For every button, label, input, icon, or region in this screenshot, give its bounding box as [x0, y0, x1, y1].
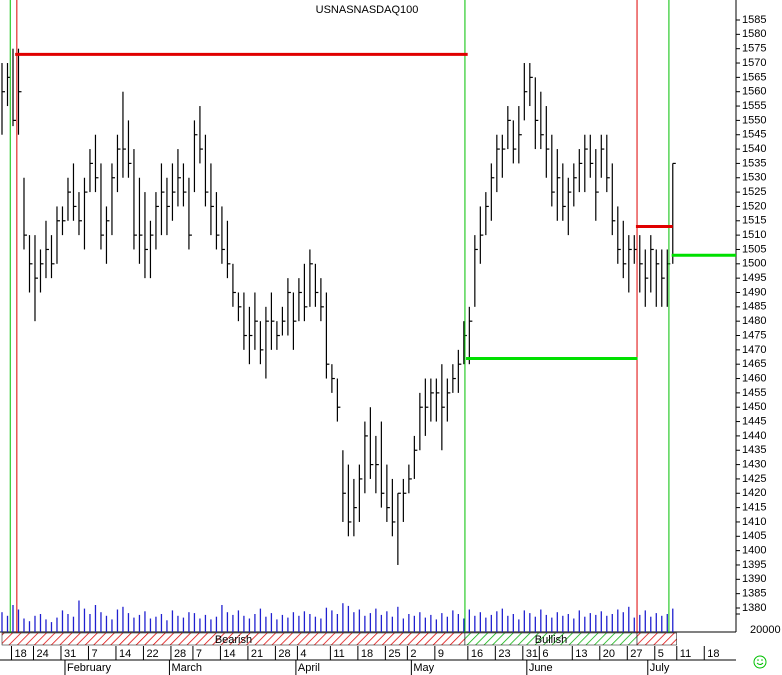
y-tick-label: 1510 [742, 229, 766, 241]
y-tick-label: 1455 [742, 387, 766, 399]
x-tick-label: 23 [498, 648, 510, 660]
y-tick-label: 1505 [742, 243, 766, 255]
smiley [753, 655, 767, 669]
y-tick-label: 1500 [742, 258, 766, 270]
y-tick-label: 1465 [742, 358, 766, 370]
month-label: May [413, 662, 434, 674]
y-tick-label: 1480 [742, 315, 766, 327]
y-tick-label: 1575 [742, 43, 766, 55]
y-tick-label: 1450 [742, 401, 766, 413]
x-tick-label: 28 [174, 648, 186, 660]
x-tick-label: 16 [471, 648, 483, 660]
y-tick-label: 1525 [742, 186, 766, 198]
y-tick-label: 1550 [742, 114, 766, 126]
y-tick-label: 1585 [742, 14, 766, 26]
x-tick-label: 25 [388, 648, 400, 660]
y-tick-label: 1475 [742, 329, 766, 341]
x-tick-label: 11 [333, 648, 344, 660]
x-tick-label: 18 [361, 648, 373, 660]
month-label: February [67, 662, 112, 674]
y-tick-label: 1520 [742, 200, 766, 212]
trend-band [636, 632, 677, 646]
y-tick-label: 1385 [742, 588, 766, 600]
y-tick-label: 1515 [742, 215, 766, 227]
y-tick-label: 1560 [742, 86, 766, 98]
y-tick-label: 1495 [742, 272, 766, 284]
y-tick-label: 1405 [742, 530, 766, 542]
month-label: March [171, 662, 202, 674]
y-tick-label: 1530 [742, 172, 766, 184]
y-tick-label: 1445 [742, 415, 766, 427]
x-tick-label: 31 [64, 648, 76, 660]
y-tick-label: 1485 [742, 301, 766, 313]
x-tick-label: 14 [223, 648, 235, 660]
x-tick-label: 31 [526, 648, 538, 660]
y-tick-label: 1555 [742, 100, 766, 112]
y-tick-label: 1390 [742, 573, 766, 585]
y-tick-label: 1380 [742, 602, 766, 614]
y-tick-label: 1435 [742, 444, 766, 456]
chart-title: USNASNASDAQ100 [316, 4, 419, 16]
y-tick-label: 1440 [742, 430, 766, 442]
y-tick-label: 1430 [742, 458, 766, 470]
volume-tick-label: 20000 [750, 624, 781, 636]
y-tick-label: 1490 [742, 286, 766, 298]
y-tick-label: 1540 [742, 143, 766, 155]
x-tick-label: 11 [680, 648, 691, 660]
month-label: June [529, 662, 553, 674]
x-tick-label: 18 [14, 648, 26, 660]
y-tick-label: 1570 [742, 57, 766, 69]
month-label: April [298, 662, 320, 674]
x-tick-label: 7 [196, 648, 202, 660]
y-tick-label: 1470 [742, 344, 766, 356]
x-tick-label: 7 [91, 648, 97, 660]
x-tick-label: 22 [146, 648, 158, 660]
y-tick-label: 1395 [742, 559, 766, 571]
y-tick-label: 1410 [742, 516, 766, 528]
month-label: July [650, 662, 670, 674]
x-tick-label: 20 [603, 648, 615, 660]
y-tick-label: 1420 [742, 487, 766, 499]
y-tick-label: 1535 [742, 157, 766, 169]
x-tick-label: 21 [251, 648, 263, 660]
x-tick-label: 2 [410, 648, 416, 660]
x-tick-label: 5 [658, 648, 664, 660]
x-tick-label: 27 [630, 648, 642, 660]
y-tick-label: 1545 [742, 129, 766, 141]
y-tick-label: 1565 [742, 71, 766, 83]
y-tick-label: 1400 [742, 545, 766, 557]
trend-band-label: Bearish [215, 634, 252, 646]
trend-band-label: Bullish [535, 634, 567, 646]
x-tick-label: 6 [542, 648, 548, 660]
x-tick-label: 24 [36, 648, 48, 660]
x-tick-label: 4 [300, 648, 306, 660]
x-tick-label: 14 [119, 648, 131, 660]
y-tick-label: 1580 [742, 28, 766, 40]
x-tick-label: 9 [438, 648, 444, 660]
x-tick-label: 28 [278, 648, 290, 660]
x-tick-label: 13 [575, 648, 587, 660]
y-tick-label: 1460 [742, 372, 766, 384]
y-tick-label: 1415 [742, 502, 766, 514]
x-tick-label: 18 [707, 648, 719, 660]
y-tick-label: 1425 [742, 473, 766, 485]
